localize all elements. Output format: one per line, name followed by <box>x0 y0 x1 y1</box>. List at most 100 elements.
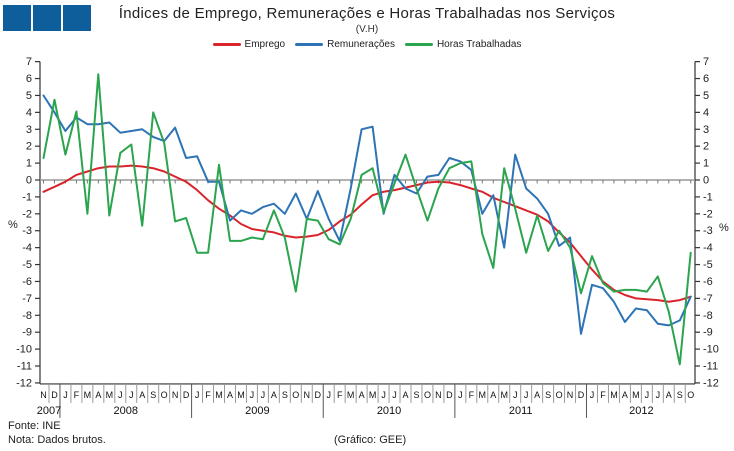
y-tick-label: 6 <box>703 73 709 85</box>
month-label: D <box>183 390 190 400</box>
y-tick-label: -6 <box>22 276 32 288</box>
y-tick-label: 3 <box>703 124 709 136</box>
month-label: M <box>632 390 640 400</box>
y-tick-label: -5 <box>703 259 713 271</box>
legend-entry-horas: Horas Trabalhadas <box>404 39 521 50</box>
month-label: D <box>51 390 58 400</box>
year-label: 2011 <box>509 405 533 417</box>
y-tick-label: 2 <box>703 141 709 153</box>
month-label: M <box>500 390 508 400</box>
remuneracoes-line-swatch <box>295 43 324 46</box>
month-label: M <box>369 390 377 400</box>
series-line-horas-trabalhadas <box>42 73 692 366</box>
y-tick-label: 7 <box>26 56 32 68</box>
month-label: J <box>63 390 68 400</box>
y-tick-label: 5 <box>26 90 32 102</box>
month-label: F <box>337 390 343 400</box>
chart-subtitle: (V.H) <box>355 24 379 35</box>
month-label: A <box>403 390 409 400</box>
month-label: J <box>129 390 134 400</box>
y-tick-label: 4 <box>703 107 709 119</box>
y-tick-label: 1 <box>703 158 709 170</box>
y-tick-label: -12 <box>16 377 32 389</box>
month-label: A <box>666 390 672 400</box>
month-label: N <box>567 390 574 400</box>
month-label: M <box>237 390 245 400</box>
month-label: A <box>534 390 540 400</box>
y-tick-label: 0 <box>703 175 709 187</box>
y-tick-label: -1 <box>22 191 32 203</box>
month-label: S <box>150 390 156 400</box>
y-tick-label: -11 <box>17 361 32 373</box>
month-label: A <box>139 390 145 400</box>
y-axis-title-right: % <box>719 222 729 234</box>
month-label: F <box>600 390 606 400</box>
month-label: O <box>556 390 563 400</box>
month-label: J <box>195 390 200 400</box>
month-label: O <box>687 390 694 400</box>
source-note: Fonte: INE <box>8 420 61 432</box>
month-label: J <box>381 390 386 400</box>
series-line-emprego <box>42 164 692 303</box>
month-label: S <box>282 390 288 400</box>
y-tick-label: -6 <box>703 276 713 288</box>
y-tick-label: -10 <box>16 344 32 356</box>
month-label: J <box>590 390 595 400</box>
y-tick-label: -8 <box>703 310 713 322</box>
month-label: F <box>205 390 211 400</box>
y-tick-label: 1 <box>26 158 32 170</box>
legend-entry-emprego: Emprego <box>212 39 286 50</box>
month-label: A <box>95 390 101 400</box>
legend-entry-remuneracoes: Remunerações <box>295 39 395 50</box>
y-tick-label: 3 <box>26 124 32 136</box>
month-label: M <box>347 390 355 400</box>
month-label: M <box>106 390 114 400</box>
month-label: N <box>435 390 442 400</box>
month-label: J <box>392 390 397 400</box>
year-label: 2007 <box>37 405 61 417</box>
y-tick-label: 6 <box>26 73 32 85</box>
month-label: J <box>656 390 661 400</box>
y-tick-label: -3 <box>703 225 713 237</box>
logo-square <box>33 5 61 31</box>
month-label: O <box>161 390 168 400</box>
emprego-line-swatch <box>212 43 241 46</box>
month-label: J <box>524 390 529 400</box>
y-axis-labels: 76543210-1-2-3-4-5-6-7-8-9-10-11-1276543… <box>8 56 729 389</box>
y-tick-label: -4 <box>703 242 713 254</box>
year-label: 2010 <box>377 405 401 417</box>
y-tick-label: -11 <box>703 361 718 373</box>
month-label: M <box>84 390 92 400</box>
y-tick-label: -2 <box>703 208 713 220</box>
year-label: 2008 <box>114 405 138 417</box>
y-tick-label: 2 <box>26 141 32 153</box>
month-label: A <box>490 390 496 400</box>
legend-label: Emprego <box>244 39 286 50</box>
month-label: J <box>458 390 463 400</box>
month-label: J <box>250 390 255 400</box>
y-tick-label: 0 <box>26 175 32 187</box>
month-label: D <box>578 390 585 400</box>
logo-square <box>3 5 31 31</box>
zero-gridline <box>40 179 695 184</box>
month-label: A <box>359 390 365 400</box>
horas-line-swatch <box>404 43 433 46</box>
chart-title: Índices de Emprego, Remunerações e Horas… <box>118 5 616 22</box>
month-label: A <box>271 390 277 400</box>
y-tick-label: -10 <box>703 344 719 356</box>
logo-square <box>63 5 91 31</box>
data-note: Nota: Dados brutos. <box>8 434 106 446</box>
month-label: N <box>304 390 311 400</box>
y-tick-label: -7 <box>22 293 32 305</box>
y-tick-label: -5 <box>22 259 32 271</box>
y-tick-label: 5 <box>703 90 709 102</box>
month-label: A <box>622 390 628 400</box>
month-label: M <box>479 390 487 400</box>
y-tick-label: 7 <box>703 56 709 68</box>
month-label: N <box>40 390 47 400</box>
month-label: S <box>545 390 551 400</box>
month-label: F <box>469 390 475 400</box>
